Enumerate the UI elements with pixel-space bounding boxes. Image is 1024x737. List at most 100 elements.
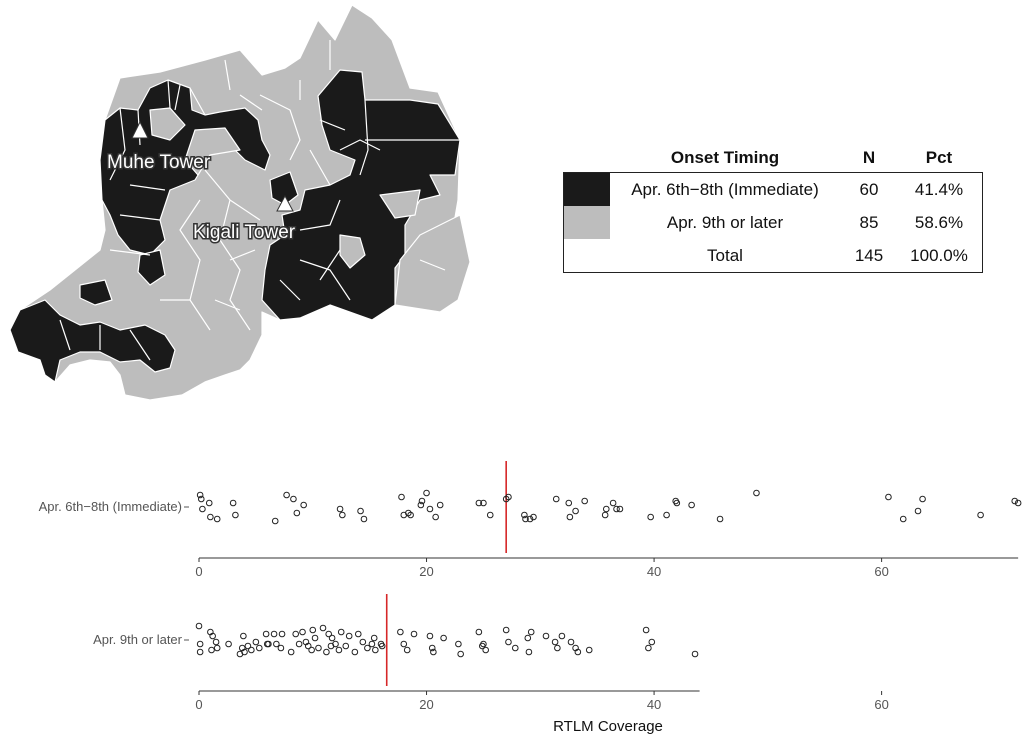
data-point xyxy=(255,644,263,652)
data-point xyxy=(486,511,494,519)
data-point xyxy=(400,640,408,648)
data-point xyxy=(565,499,573,507)
data-point xyxy=(567,638,575,646)
legend-label: Apr. 9th or later xyxy=(666,213,784,232)
data-point xyxy=(475,628,483,636)
data-point xyxy=(482,646,489,654)
data-point xyxy=(311,634,319,642)
x-tick-label: 20 xyxy=(419,564,433,579)
data-point xyxy=(283,491,290,499)
legend-header-timing: Onset Timing xyxy=(670,148,780,167)
data-point xyxy=(270,630,278,638)
data-point xyxy=(505,638,512,646)
data-point xyxy=(977,511,984,519)
data-point xyxy=(581,497,588,505)
region-later-east-small xyxy=(379,189,421,219)
strip-panel-immediate: Apr. 6th−8th (Immediate) 0 20 40 60 xyxy=(39,461,1022,579)
data-point xyxy=(417,501,425,509)
data-point xyxy=(196,491,204,499)
region-later-northwest-inner xyxy=(149,107,186,141)
data-point xyxy=(585,646,593,654)
region-later-east-lake xyxy=(394,214,471,313)
legend-pct: 100.0% xyxy=(910,246,968,265)
data-point xyxy=(426,632,434,640)
data-point xyxy=(309,626,317,634)
data-point xyxy=(511,644,519,652)
data-point xyxy=(287,648,295,656)
region-immediate-west-small xyxy=(79,279,113,306)
x-tick-label: 40 xyxy=(647,564,661,579)
legend-n: 85 xyxy=(859,213,879,232)
data-point xyxy=(521,511,528,519)
data-point xyxy=(196,648,204,656)
data-point xyxy=(457,650,464,658)
data-point xyxy=(688,501,695,509)
region-later-east-pocket xyxy=(339,234,366,269)
data-point xyxy=(273,640,280,648)
data-point xyxy=(278,630,286,638)
legend-swatch-immediate xyxy=(564,173,610,206)
region-immediate-northwest xyxy=(99,79,271,256)
data-point xyxy=(616,505,624,513)
data-point xyxy=(370,634,378,642)
data-point xyxy=(196,640,204,648)
data-point xyxy=(480,499,487,507)
data-point xyxy=(572,507,579,515)
rtlm-coverage-strip-chart: Apr. 6th−8th (Immediate) 0 20 40 60 Apr. 9th… xyxy=(39,461,1022,735)
data-point xyxy=(378,642,386,650)
data-point xyxy=(232,511,239,519)
data-point xyxy=(252,638,260,646)
district-borders xyxy=(59,40,460,361)
data-point xyxy=(354,630,362,638)
data-point xyxy=(277,644,285,652)
data-point xyxy=(351,648,359,656)
x-tick-label: 60 xyxy=(874,697,888,712)
legend-row-later: Apr. 9th or later 85 58.6% xyxy=(563,206,983,239)
data-point xyxy=(613,505,620,513)
data-point xyxy=(430,648,437,656)
data-point xyxy=(368,640,376,648)
legend-n: 60 xyxy=(859,180,879,199)
data-point xyxy=(240,632,247,640)
data-point xyxy=(645,644,652,652)
data-point xyxy=(263,640,271,648)
data-point xyxy=(423,489,430,497)
data-point xyxy=(410,630,418,638)
data-point xyxy=(1014,499,1022,507)
data-point xyxy=(212,638,220,646)
region-immediate-kigali xyxy=(269,171,299,206)
legend-pct: 41.4% xyxy=(914,180,964,199)
data-point xyxy=(551,638,559,646)
rwanda-map: Muhe Tower Kigali Tower xyxy=(9,4,471,401)
data-point xyxy=(673,499,681,507)
data-point xyxy=(558,632,566,640)
data-point xyxy=(205,499,213,507)
data-point xyxy=(319,624,327,632)
data-point xyxy=(336,505,344,513)
data-point xyxy=(642,626,650,634)
strip-panel-later: Apr. 9th or later 0 20 40 60 xyxy=(93,594,889,712)
legend-pct: 58.6% xyxy=(914,213,964,232)
data-point xyxy=(359,638,367,646)
data-point xyxy=(428,644,436,652)
tower-muhe: Muhe Tower xyxy=(106,120,212,175)
data-point xyxy=(525,648,533,656)
data-point xyxy=(213,515,221,523)
data-point xyxy=(455,640,462,648)
data-point xyxy=(241,648,248,656)
data-point xyxy=(299,628,306,636)
data-point xyxy=(919,495,926,503)
data-point xyxy=(290,495,297,503)
data-point xyxy=(199,505,206,513)
data-point xyxy=(271,517,279,525)
data-point xyxy=(315,644,322,652)
legend-n: 145 xyxy=(854,246,884,265)
data-point xyxy=(335,646,343,654)
data-point xyxy=(1011,497,1019,505)
data-point xyxy=(403,646,411,654)
category-label: Apr. 9th or later xyxy=(93,632,183,647)
data-point xyxy=(328,634,336,642)
data-point xyxy=(304,642,312,650)
legend-swatch-later xyxy=(564,206,610,239)
legend-header-pct: Pct xyxy=(925,148,953,167)
